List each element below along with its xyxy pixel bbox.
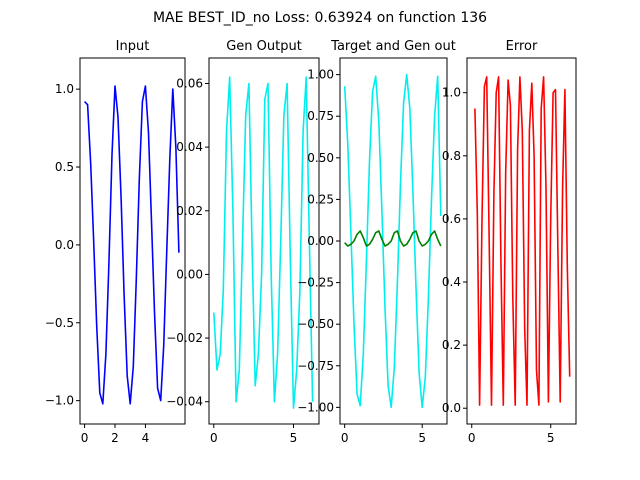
panel-input-y-tick-label: −0.5 <box>45 316 74 330</box>
panel-gen-output-y-tick-label: 0.04 <box>176 140 203 154</box>
panel-gen-output-title: Gen Output <box>226 39 302 54</box>
panel-error-x-tick-label: 5 <box>547 431 555 445</box>
panel-gen-output-y-tick-label: 0.00 <box>176 267 203 281</box>
panel-target-and-gen-out-x-tick-label: 5 <box>418 431 426 445</box>
panel-gen-output-y-tick-label: 0.06 <box>176 76 203 90</box>
panel-target-and-gen-out-y-tick-label: −0.25 <box>297 276 334 290</box>
panel-input-series-line-1 <box>84 85 180 405</box>
panel-error-x-tick-label: 0 <box>468 431 476 445</box>
panel-target-and-gen-out-series-line-1 <box>343 73 442 409</box>
panel-error-title: Error <box>506 39 538 54</box>
panel-gen-output-y-tick-label: −0.04 <box>166 395 203 409</box>
panel-target-and-gen-out-y-tick-label: 0.00 <box>307 234 334 248</box>
panel-target-and-gen-out-title: Target and Gen out <box>330 39 456 54</box>
panel-error-y-tick-label: 0.8 <box>442 149 461 163</box>
panel-error-y-tick-label: 0.0 <box>442 401 461 415</box>
panel-input-y-tick-label: 0.5 <box>55 160 74 174</box>
panel-input-title: Input <box>116 39 150 54</box>
panel-target-and-gen-out-y-tick-label: 1.00 <box>307 68 334 82</box>
panel-error-y-tick-label: 0.2 <box>442 338 461 352</box>
panel-error: Error 0 5 0.0 0.2 0.4 0.6 0.8 1.0 <box>442 39 577 445</box>
panel-input-axes-frame <box>79 57 186 425</box>
panel-input-x-tick-label: 0 <box>81 431 89 445</box>
panel-gen-output-y-tick-label: 0.02 <box>176 204 203 218</box>
panel-error-y-tick-label: 0.6 <box>442 212 461 226</box>
panel-input-y-tick-label: 1.0 <box>55 82 74 96</box>
panel-target-and-gen-out-y-tick-label: 0.50 <box>307 151 334 165</box>
panel-target-and-gen-out-x-tick-label: 0 <box>341 431 349 445</box>
panel-gen-output-x-tick-label: 5 <box>290 431 298 445</box>
panel-target-and-gen-out-series-line-2 <box>344 230 442 247</box>
panel-target-and-gen-out-y-tick-label: 0.75 <box>307 109 334 123</box>
panel-target-and-gen-out-y-tick-label: −1.00 <box>297 400 334 414</box>
panel-target-and-gen-out-y-tick-label: −0.50 <box>297 317 334 331</box>
panel-target-and-gen-out-y-tick-label: −0.75 <box>297 359 334 373</box>
panel-gen-output-axes-frame <box>208 57 320 425</box>
panel-gen-output-y-tick-label: −0.02 <box>166 331 203 345</box>
panel-gen-output-series-line-1 <box>213 76 314 409</box>
panel-input-y-tick-label: 0.0 <box>55 238 74 252</box>
panel-gen-output: Gen Output 0 5 −0.04 −0.02 0.00 0.02 0.04 0.06 <box>166 39 320 445</box>
panel-target-and-gen-out: Target and Gen out 0 5 −1.00 −0.75 −0.50 −0.25… <box>297 39 456 445</box>
panel-error-series-line-1 <box>474 76 571 406</box>
panel-input-y-tick-label: −1.0 <box>45 394 74 408</box>
panel-error-y-tick-label: 0.4 <box>442 275 461 289</box>
panel-input-x-tick-label: 2 <box>111 431 119 445</box>
panel-input-x-tick-label: 4 <box>142 431 150 445</box>
panel-gen-output-x-tick-label: 0 <box>210 431 218 445</box>
panel-input: Input 0 2 4 −1.0 −0.5 0.0 0.5 1.0 <box>45 39 186 445</box>
panel-target-and-gen-out-y-tick-label: 0.25 <box>307 192 334 206</box>
panel-error-y-tick-label: 1.0 <box>442 86 461 100</box>
subplot-panels: Input 0 2 4 −1.0 −0.5 0.0 0.5 1.0 Gen Output 0 5 −0.… <box>45 39 577 445</box>
figure-suptitle: MAE BEST_ID_no Loss: 0.63924 on function… <box>153 10 487 26</box>
panel-error-axes-frame <box>466 57 577 425</box>
